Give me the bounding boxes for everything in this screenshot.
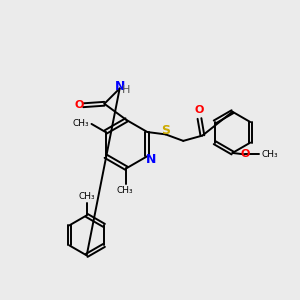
Text: O: O — [240, 149, 250, 159]
Text: N: N — [115, 80, 125, 93]
Text: CH₃: CH₃ — [261, 150, 278, 159]
Text: H: H — [122, 85, 130, 95]
Text: S: S — [161, 124, 170, 137]
Text: N: N — [146, 153, 156, 166]
Text: O: O — [195, 105, 204, 115]
Text: CH₃: CH₃ — [117, 186, 133, 195]
Text: CH₃: CH₃ — [73, 119, 89, 128]
Text: CH₃: CH₃ — [78, 192, 95, 201]
Text: O: O — [75, 100, 84, 110]
